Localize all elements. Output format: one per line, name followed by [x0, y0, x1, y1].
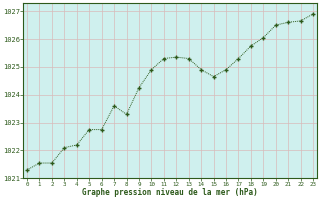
X-axis label: Graphe pression niveau de la mer (hPa): Graphe pression niveau de la mer (hPa): [82, 188, 258, 197]
